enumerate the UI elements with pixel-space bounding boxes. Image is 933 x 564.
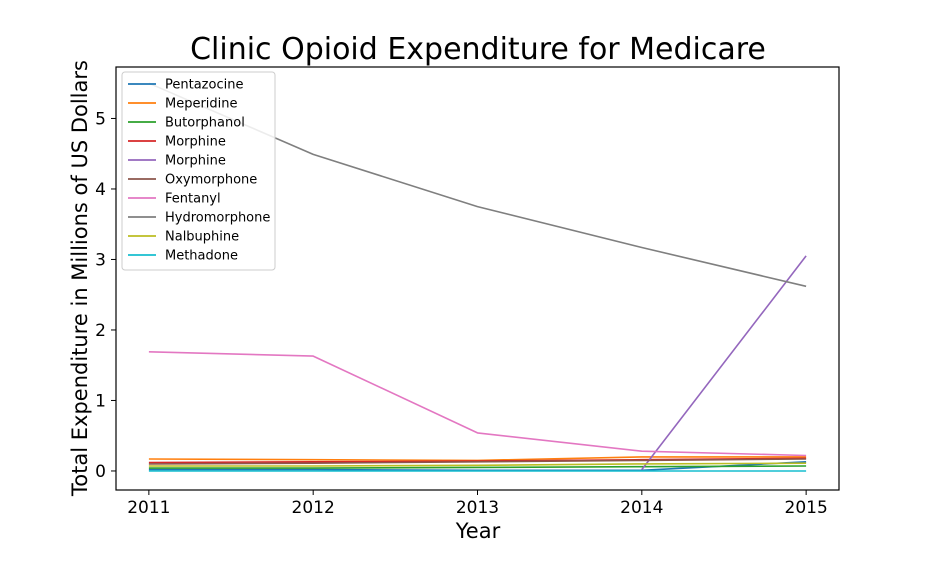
y-axis-label: Total Expenditure in Millions of US Doll… xyxy=(68,60,92,497)
legend-label: Oxymorphone xyxy=(165,173,257,188)
legend-label: Butorphanol xyxy=(165,116,245,131)
legend-label: Morphine xyxy=(165,135,226,150)
plot-layer xyxy=(148,82,807,472)
series-line-2 xyxy=(148,465,807,469)
y-tick-label: 1 xyxy=(95,391,106,411)
y-tick-label: 0 xyxy=(95,462,106,482)
legend: Pentazocine Meperidine Butorphanol Morphine… xyxy=(121,71,276,271)
legend-label: Pentazocine xyxy=(165,78,243,93)
legend-box xyxy=(121,71,276,271)
x-tick-label: 2012 xyxy=(292,498,335,518)
legend-label: Hydromorphone xyxy=(165,211,270,226)
x-tick-label: 2013 xyxy=(456,498,499,518)
legend-label: Nalbuphine xyxy=(165,230,239,245)
axes-layer: 2011 2012 2013 2014 2015 0 1 2 3 4 5 xyxy=(95,109,828,518)
y-tick-label: 3 xyxy=(95,250,106,270)
x-axis-label: Year xyxy=(455,519,501,543)
x-tick-label: 2011 xyxy=(127,498,170,518)
series-line-6 xyxy=(148,351,807,457)
legend-label: Fentanyl xyxy=(165,192,221,207)
legend-label: Meperidine xyxy=(165,97,238,112)
y-tick-label: 5 xyxy=(95,109,106,129)
series-line-5 xyxy=(148,458,807,465)
chart-title: Clinic Opioid Expenditure for Medicare xyxy=(190,32,766,67)
y-tick-label: 4 xyxy=(95,180,106,200)
y-tick-label: 2 xyxy=(95,321,106,341)
legend-label: Morphine xyxy=(165,154,226,169)
series-line-4 xyxy=(641,255,807,471)
x-tick-label: 2014 xyxy=(620,498,663,518)
x-tick-label: 2015 xyxy=(785,498,828,518)
legend-label: Methadone xyxy=(165,249,238,264)
series-line-8 xyxy=(148,462,807,467)
